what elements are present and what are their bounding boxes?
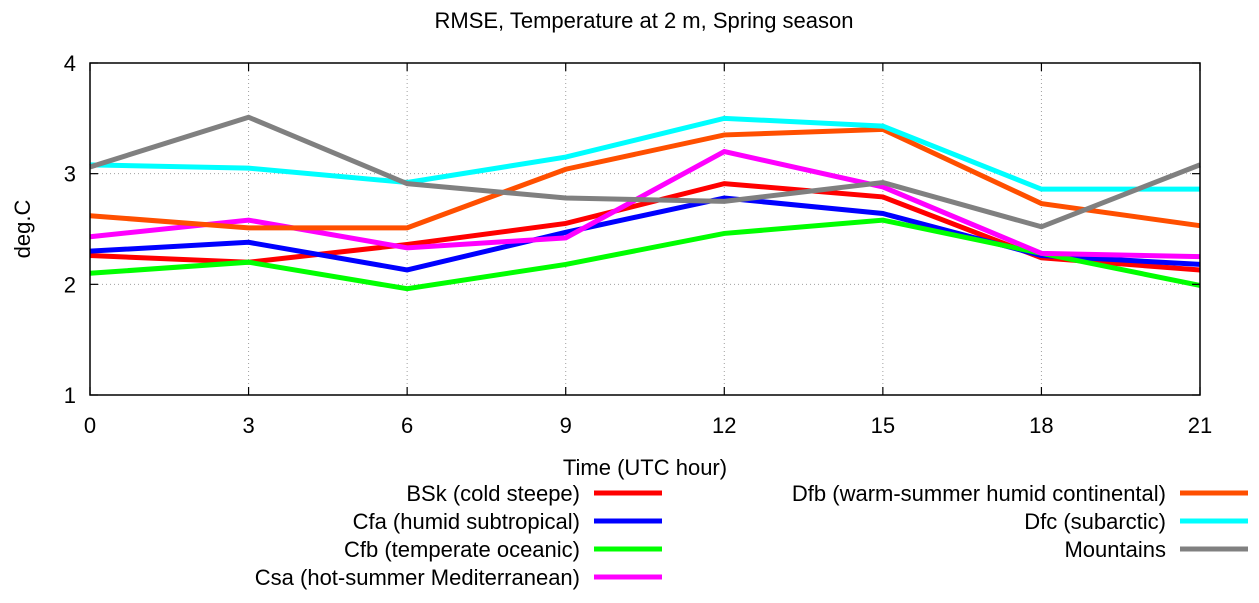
x-tick-label: 0 <box>84 413 96 438</box>
legend-label: Csa (hot-summer Mediterranean) <box>255 565 580 590</box>
y-axis-ticks: 1 2 3 4 <box>64 51 1200 408</box>
legend-label: Cfa (humid subtropical) <box>353 509 580 534</box>
series-line <box>89 115 1200 192</box>
x-tick-label: 3 <box>242 413 254 438</box>
legend: BSk (cold steepe) Cfa (humid subtropical)… <box>255 481 1248 590</box>
x-axis-label: Time (UTC hour) <box>563 455 727 480</box>
series-line <box>89 126 1201 231</box>
x-tick-label: 15 <box>871 413 895 438</box>
x-axis-ticks: 0 3 6 9 12 15 18 21 <box>84 63 1212 438</box>
legend-label: BSk (cold steepe) <box>406 481 580 506</box>
y-tick-label: 3 <box>64 162 76 187</box>
x-tick-label: 12 <box>712 413 736 438</box>
legend-label: Mountains <box>1064 537 1166 562</box>
series-line <box>89 114 1201 230</box>
legend-label: Dfb (warm-summer humid continental) <box>792 481 1166 506</box>
grid-lines <box>90 63 1200 395</box>
chart-title: RMSE, Temperature at 2 m, Spring season <box>434 8 853 33</box>
series-line <box>89 148 1201 260</box>
y-tick-label: 4 <box>64 51 76 76</box>
x-tick-label: 18 <box>1029 413 1053 438</box>
series-lines <box>89 114 1201 292</box>
legend-label: Cfb (temperate oceanic) <box>344 537 580 562</box>
x-tick-label: 9 <box>560 413 572 438</box>
legend-label: Dfc (subarctic) <box>1024 509 1166 534</box>
y-axis-label: deg.C <box>10 200 35 259</box>
y-tick-label: 1 <box>64 383 76 408</box>
series-line <box>89 217 1201 292</box>
x-tick-label: 6 <box>401 413 413 438</box>
x-tick-label: 21 <box>1188 413 1212 438</box>
plot-frame <box>89 62 1201 396</box>
y-tick-label: 2 <box>64 272 76 297</box>
